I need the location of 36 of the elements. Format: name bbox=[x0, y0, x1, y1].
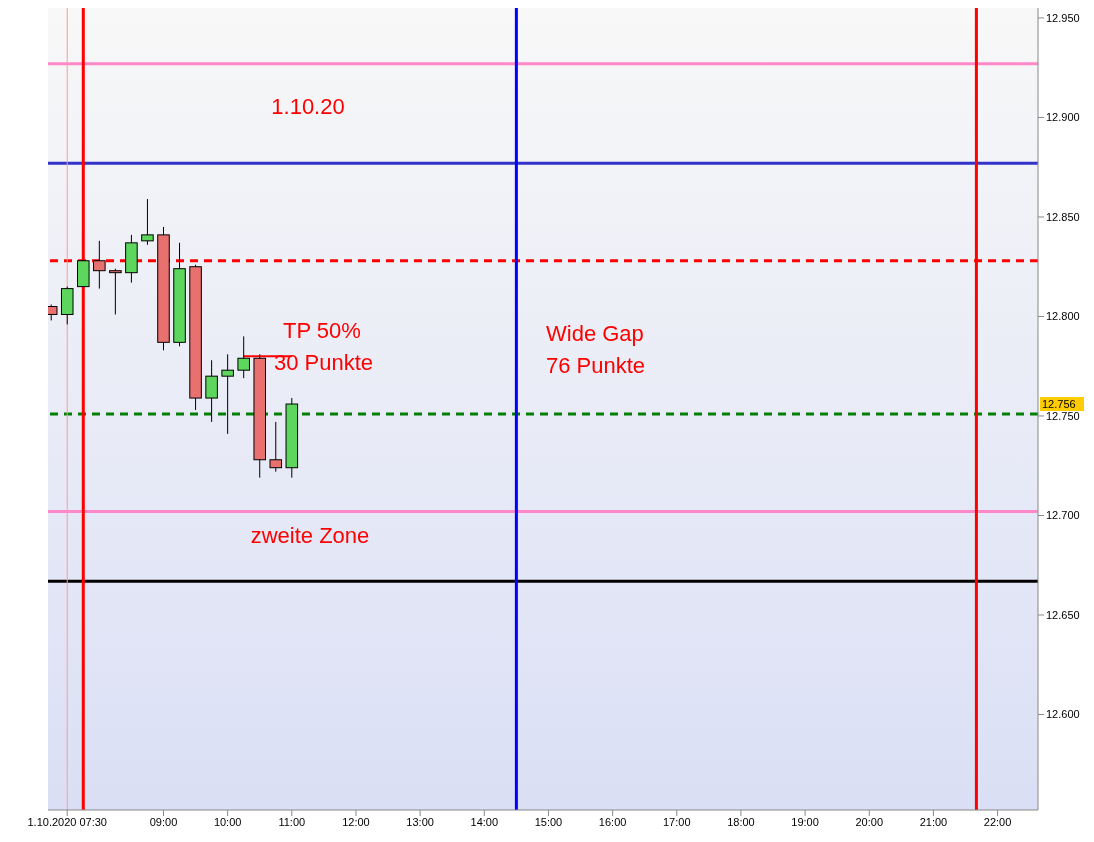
candlestick bbox=[221, 353, 234, 435]
y-tick-label: 12.850 bbox=[1046, 210, 1080, 223]
x-tick-label: 13:00 bbox=[406, 815, 434, 828]
y-tick-label: 12.950 bbox=[1046, 11, 1080, 24]
candlestick bbox=[93, 240, 106, 290]
x-tick-label: 18:00 bbox=[727, 815, 755, 828]
x-tick-label: 22:00 bbox=[983, 815, 1012, 828]
annotation: zweite Zone bbox=[250, 523, 370, 548]
y-tick-label: 12.800 bbox=[1046, 310, 1080, 323]
x-tick-label: 14:00 bbox=[470, 815, 499, 828]
annotation: 76 Punkte bbox=[546, 353, 646, 378]
annotation: Wide Gap bbox=[546, 321, 644, 346]
candlestick bbox=[205, 359, 218, 423]
x-tick-label: 12:00 bbox=[342, 815, 370, 828]
x-tick-label: 20:00 bbox=[855, 815, 884, 828]
annotation: 1.10.20 bbox=[271, 94, 345, 119]
candlestick bbox=[269, 421, 283, 473]
x-tick-label: 16:00 bbox=[598, 815, 627, 828]
y-tick-label: 12.750 bbox=[1046, 409, 1080, 422]
y-tick-label: 12.650 bbox=[1046, 608, 1080, 621]
candlestick bbox=[109, 268, 122, 315]
annotation: TP 50% bbox=[283, 318, 361, 343]
y-tick-label: 12.700 bbox=[1046, 509, 1080, 522]
x-tick-label: 17:00 bbox=[663, 815, 691, 828]
y-tick-label: 12.900 bbox=[1046, 111, 1080, 124]
x-tick-label: 1.10.2020 07:30 bbox=[27, 815, 108, 828]
x-tick-label: 09:00 bbox=[149, 815, 178, 828]
x-tick-label: 10:00 bbox=[213, 815, 242, 828]
x-tick-label: 19:00 bbox=[791, 815, 819, 828]
x-tick-label: 11:00 bbox=[278, 815, 306, 828]
x-tick-label: 21:00 bbox=[919, 815, 948, 828]
x-tick-label: 15:00 bbox=[534, 815, 563, 828]
y-tick-label: 12.600 bbox=[1046, 708, 1080, 721]
text: 12.756 bbox=[1042, 398, 1076, 411]
candlestick bbox=[141, 198, 154, 246]
candlestick bbox=[237, 335, 250, 379]
